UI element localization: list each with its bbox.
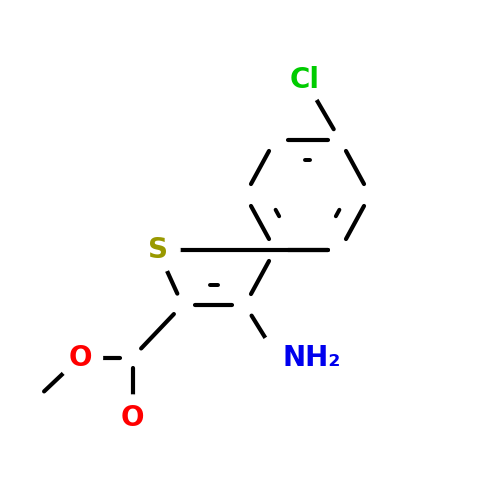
Text: Cl: Cl: [290, 66, 320, 94]
Text: NH₂: NH₂: [282, 344, 341, 371]
Text: O: O: [68, 344, 92, 371]
Text: S: S: [148, 236, 168, 264]
Circle shape: [58, 335, 102, 380]
Text: O: O: [121, 404, 144, 431]
Circle shape: [282, 58, 328, 102]
Circle shape: [135, 228, 180, 272]
Circle shape: [110, 395, 155, 440]
Circle shape: [255, 335, 300, 380]
